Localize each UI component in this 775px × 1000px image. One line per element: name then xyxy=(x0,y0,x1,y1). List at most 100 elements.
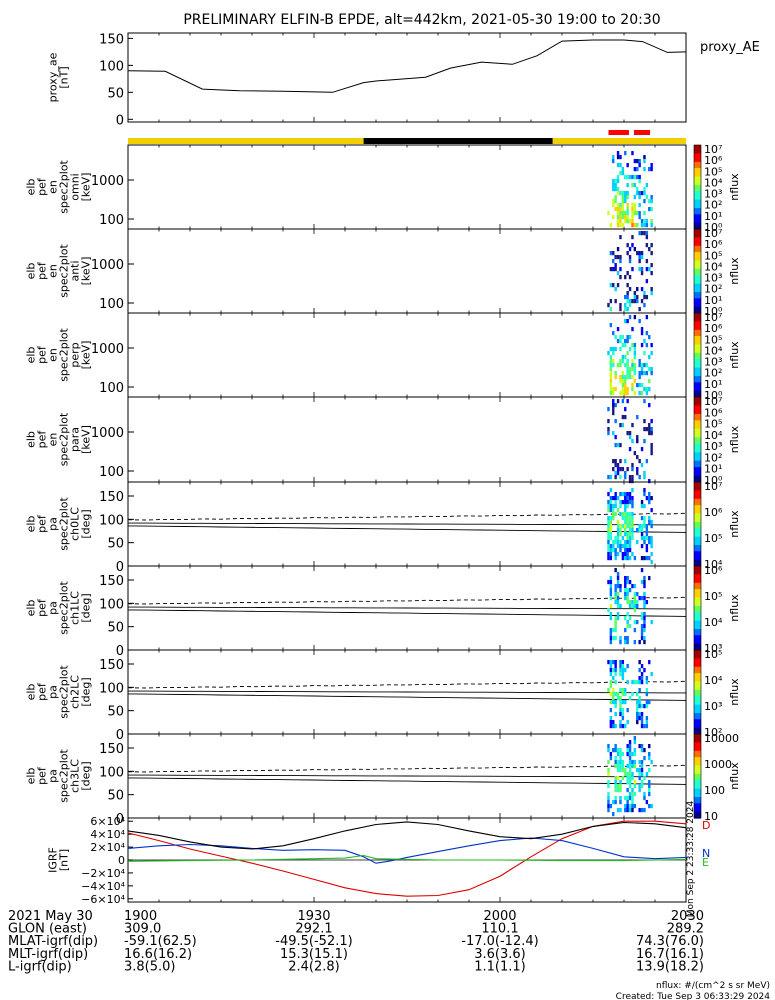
panel-para-cell xyxy=(628,431,632,436)
panel-ch0LC-colorbar-cell xyxy=(694,498,701,502)
panel-ch2LC-cell xyxy=(624,724,627,729)
panel-ch0LC-cell xyxy=(607,520,610,525)
panel-ch1LC-colorbar-cell xyxy=(694,572,701,575)
panel-anti-cell xyxy=(607,303,610,308)
panel-para-colorbar-cell xyxy=(694,420,701,424)
panel-ch2LC-cell xyxy=(619,708,622,713)
panel-ch0LC-cell xyxy=(614,496,617,501)
panel-perp-cell xyxy=(626,339,629,344)
panel-ch2LC-cell xyxy=(648,700,651,705)
panel-omni-colorbar-tick: 10⁶ xyxy=(704,154,723,167)
panel-ch2LC-cell xyxy=(621,676,625,681)
panel-ch0LC-colorbar-cell xyxy=(694,488,701,491)
panel-ch3LC-cell xyxy=(626,752,629,757)
panel-anti-cell xyxy=(626,291,629,296)
panel-omni-cell xyxy=(616,203,620,208)
panel-ch3LC-cell xyxy=(614,788,617,793)
panel-ch0LC-ylabel-line: pef xyxy=(36,514,49,533)
panel-ch1LC-cell xyxy=(633,596,637,601)
panel-ch2LC-colorbar-cell xyxy=(694,687,701,691)
panel-omni-colorbar-cell xyxy=(694,159,701,163)
panel-ch2LC-cell xyxy=(612,696,615,701)
panel-ch3LC-cell xyxy=(619,780,622,785)
panel-anti-cell xyxy=(609,307,613,312)
panel-ch3LC-cell xyxy=(607,804,610,809)
panel-perp-cell xyxy=(616,339,620,344)
panel-ch3LC-cell xyxy=(631,800,634,805)
panel-anti-cell xyxy=(645,267,649,272)
panel-omni-colorbar-cell xyxy=(694,205,701,209)
panel-ch3LC-cell xyxy=(614,756,617,761)
panel-ch3LC-cell xyxy=(619,748,622,753)
panel-ch2LC-cell xyxy=(619,724,622,729)
panel-ch0LC-ylabel-line: pa xyxy=(47,517,60,531)
orbit-row-value: 2.4(2.8) xyxy=(288,959,340,974)
panel-ch3LC-cell xyxy=(619,768,622,773)
panel-perp-cell xyxy=(614,347,617,352)
panel-para-colorbar-cell xyxy=(694,439,701,443)
panel-omni-cell xyxy=(621,199,625,204)
panel-para-cell xyxy=(631,463,634,468)
panel-ch0LC-colorbar-cell xyxy=(694,505,701,508)
panel-ch1LC-colorbar-cell xyxy=(694,639,701,643)
panel-omni-colorbar-cell xyxy=(694,153,701,157)
panel-ch0LC-ytick-label: 100 xyxy=(99,513,124,528)
panel-omni-cell xyxy=(631,175,634,180)
panel-ch3LC-cell xyxy=(650,760,653,765)
panel-omni-cell xyxy=(643,211,646,216)
panel-para-cell xyxy=(616,471,620,476)
panel-anti-colorbar-cell xyxy=(694,268,701,272)
panel-ch3LC-cell xyxy=(628,776,632,781)
panel-omni-cell xyxy=(624,219,627,224)
panel-anti-cell xyxy=(650,243,653,248)
panel-omni-cell xyxy=(616,191,620,196)
panel-anti-cell xyxy=(638,307,641,312)
panel-anti-cell xyxy=(650,271,653,276)
panel-omni-cell xyxy=(633,207,637,212)
panel-omni-cell xyxy=(626,211,629,216)
panel-anti-cell xyxy=(638,259,641,264)
panel-perp-cell xyxy=(621,343,625,348)
panel-para-colorbar-cell xyxy=(694,405,701,409)
panel-para-cell xyxy=(614,475,617,480)
panel-perp-cell xyxy=(612,351,615,356)
panel-anti-cell xyxy=(619,307,622,312)
panel-para-cell xyxy=(616,463,620,468)
panel-anti-colorbar-cell xyxy=(694,260,701,264)
panel-anti-colorbar-cell xyxy=(694,283,701,287)
panel-ch2LC-cell xyxy=(650,672,653,677)
panel-omni-cell xyxy=(628,219,632,224)
panel-omni-cell xyxy=(650,167,653,172)
panel-ch0LC-cell xyxy=(648,496,651,501)
panel-anti-cell xyxy=(626,243,629,248)
panel-ch0LC-cell xyxy=(624,504,627,509)
panel-ch1LC-cell xyxy=(607,580,610,585)
panel-ch0LC-cell xyxy=(640,516,644,521)
panel-ch0LC-cell xyxy=(624,516,627,521)
panel-para-colorbar-cell xyxy=(694,401,701,404)
panel-omni-cell xyxy=(616,179,620,184)
panel-ch2LC-cell xyxy=(612,668,615,673)
panel-para-cell xyxy=(636,467,639,472)
panel-ch2LC-cell xyxy=(612,720,615,725)
panel-ch0LC-colorbar-cell xyxy=(694,492,701,496)
panel-ch0LC-cell xyxy=(621,524,625,529)
panel-ch0LC-cell xyxy=(640,556,644,561)
panel-perp-colorbar-cell xyxy=(694,342,701,346)
panel-ch3LC-colorbar-cell xyxy=(694,761,701,764)
panel-perp-cell xyxy=(648,335,651,340)
panel-perp-colorbar-cell xyxy=(694,321,701,325)
panel-ch2LC-cell xyxy=(616,692,620,697)
panel-anti-cell xyxy=(619,255,622,260)
panel-ch3LC-cells xyxy=(607,736,653,817)
panel-para-colorbar-cell xyxy=(694,450,701,453)
orbit-row-value: -59.1(62.5) xyxy=(124,934,197,949)
panel-omni-cell xyxy=(643,155,646,160)
panel-ch3LC-cell xyxy=(643,796,646,801)
panel-ch0LC-cell xyxy=(645,548,649,553)
panel-ch0LC-cell xyxy=(650,496,653,501)
panel-ch1LC-cell xyxy=(645,600,649,605)
panel-para-cell xyxy=(650,451,653,456)
panel-ch1LC-cell xyxy=(609,576,613,581)
panel-para-cell xyxy=(643,475,646,480)
